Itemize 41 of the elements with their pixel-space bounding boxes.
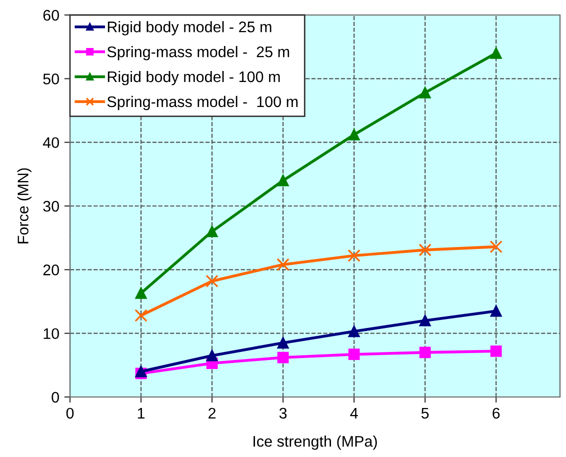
- point: [206, 226, 218, 238]
- x-tick-label: 6: [492, 408, 500, 419]
- legend-label: Rigid body model - 100 m: [108, 70, 280, 86]
- x-tick-label: 2: [208, 408, 216, 418]
- x-tick-label: 5: [421, 408, 429, 419]
- y-tick-label: 50: [43, 74, 59, 84]
- point: [348, 249, 360, 262]
- point: [277, 352, 289, 364]
- point: [277, 337, 289, 349]
- point: [490, 305, 502, 317]
- y-tick-label: 30: [43, 200, 59, 212]
- point: [276, 258, 290, 271]
- legend-label: Spring-mass model - 25 m: [107, 46, 290, 60]
- point: [134, 309, 148, 322]
- y-tick-label: 40: [42, 137, 59, 148]
- y-tick-label: 10: [44, 328, 59, 340]
- x-tick-label: 0: [66, 408, 74, 419]
- point: [135, 288, 147, 299]
- point: [206, 350, 218, 362]
- point: [490, 345, 502, 357]
- point: [490, 48, 502, 59]
- point: [206, 274, 218, 288]
- y-tick-label: 60: [43, 10, 59, 21]
- x-axis-title: Ice strength (MPa): [254, 436, 377, 450]
- y-tick-label: 0: [52, 392, 59, 403]
- x-tick-label: 3: [279, 408, 287, 419]
- legend-label: Spring-mass model - 100 m: [107, 96, 298, 110]
- point: [348, 128, 360, 140]
- point: [490, 240, 502, 254]
- point: [419, 314, 431, 326]
- legend-label: Rigid body model - 25 m: [108, 21, 272, 36]
- point: [348, 326, 360, 338]
- point: [277, 174, 289, 186]
- y-axis-title: Force (MN): [17, 168, 32, 244]
- point: [419, 346, 431, 358]
- y-tick-label: 20: [43, 264, 59, 276]
- point: [419, 86, 431, 98]
- point: [348, 348, 360, 360]
- point: [418, 244, 432, 256]
- x-tick-label: 1: [138, 408, 145, 418]
- x-tick-label: 4: [350, 408, 358, 418]
